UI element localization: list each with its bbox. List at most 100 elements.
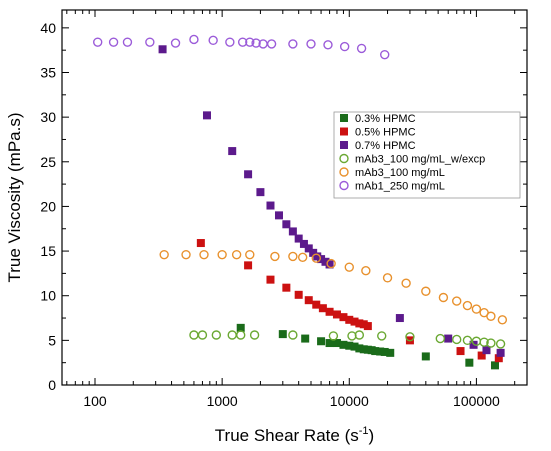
data-point	[490, 361, 499, 370]
legend-entry: mAb3_100 mg/mL	[339, 167, 445, 179]
data-point	[244, 261, 253, 270]
legend-entry: mAb1_250 mg/mL	[339, 181, 445, 193]
data-point	[266, 201, 275, 210]
series-1	[236, 323, 499, 370]
data-point	[386, 348, 395, 357]
x-tick-label: 100	[83, 393, 107, 409]
data-point	[145, 37, 155, 47]
legend-label: 0.7% HPMC	[355, 140, 416, 152]
y-tick-label: 5	[48, 332, 56, 348]
data-point	[401, 278, 411, 288]
y-tick-label: 20	[40, 198, 56, 214]
legend-entry: 0.3% HPMC	[340, 113, 416, 125]
data-point	[189, 330, 199, 340]
data-point	[294, 234, 303, 243]
data-point	[350, 317, 359, 326]
data-point	[282, 220, 291, 229]
data-point	[328, 331, 339, 341]
x-tick-label: 1000	[207, 393, 238, 409]
data-point	[355, 319, 364, 328]
legend-entry: 0.5% HPMC	[340, 127, 416, 139]
data-point	[108, 37, 119, 47]
data-point	[189, 34, 199, 45]
data-point	[282, 283, 291, 292]
data-point	[299, 239, 308, 248]
legend-label: mAb3_100 mg/mL_w/excp	[355, 154, 485, 166]
data-point	[325, 260, 334, 269]
data-point	[380, 347, 389, 356]
data-point	[354, 330, 365, 340]
data-point	[236, 323, 245, 332]
data-point	[317, 255, 326, 264]
data-point	[181, 249, 191, 260]
x-tick-label: 100000	[453, 393, 500, 409]
data-point	[208, 35, 218, 46]
data-point	[465, 358, 474, 367]
data-point	[288, 330, 298, 340]
data-point	[266, 39, 277, 49]
legend-marker	[339, 153, 349, 164]
data-point	[288, 227, 297, 236]
y-tick-label: 15	[40, 243, 56, 259]
data-point	[228, 147, 237, 156]
x-tick-label: 10000	[330, 393, 369, 409]
data-point	[274, 211, 283, 220]
data-point	[231, 249, 242, 260]
data-point	[256, 188, 265, 197]
data-point	[456, 347, 465, 356]
data-point	[380, 49, 390, 60]
data-point	[122, 37, 133, 47]
y-axis: 0 5 10 15 20 25 30 35 40	[40, 20, 527, 393]
series-4	[189, 330, 506, 349]
legend-marker	[340, 141, 348, 149]
data-point	[345, 341, 354, 350]
data-point	[497, 315, 508, 325]
data-point	[405, 332, 415, 342]
series-3	[158, 45, 505, 357]
data-point	[479, 337, 489, 347]
legend-label: mAb3_100 mg/mL	[355, 167, 445, 179]
data-point	[245, 249, 255, 260]
legend-label: 0.3% HPMC	[355, 113, 416, 125]
data-point	[452, 296, 462, 306]
data-point	[294, 290, 303, 299]
data-point	[326, 258, 336, 269]
data-point	[339, 313, 348, 322]
data-point	[158, 45, 167, 54]
data-point	[244, 170, 253, 179]
data-point	[288, 251, 298, 262]
data-point	[312, 300, 321, 309]
data-point	[482, 346, 491, 355]
data-point	[395, 314, 404, 323]
data-point	[197, 330, 208, 340]
y-tick-label: 35	[40, 65, 56, 81]
data-point	[196, 239, 205, 248]
data-point	[435, 333, 446, 344]
data-point	[421, 286, 431, 296]
legend-entry: mAb3_100 mg/mL_w/excp	[339, 153, 485, 166]
y-tick-label: 40	[40, 20, 56, 36]
y-tick-label: 30	[40, 109, 56, 125]
data-point	[245, 37, 255, 47]
plot-frame	[61, 9, 528, 386]
data-point	[494, 354, 503, 363]
legend-marker	[340, 127, 348, 136]
data-point	[350, 342, 359, 351]
data-point	[249, 330, 260, 340]
x-axis-title-superscript: -1	[359, 425, 369, 437]
plot-border	[61, 9, 528, 386]
data-point	[462, 335, 473, 346]
data-point	[323, 40, 333, 50]
data-point	[325, 339, 334, 348]
data-point	[311, 253, 321, 263]
data-point	[477, 351, 486, 360]
data-point	[304, 296, 313, 305]
legend-marker	[340, 114, 348, 122]
data-series	[93, 34, 508, 370]
legend-label: mAb1_250 mg/mL	[355, 181, 445, 193]
data-point	[236, 330, 246, 340]
data-point	[211, 330, 222, 340]
data-point	[495, 339, 506, 349]
